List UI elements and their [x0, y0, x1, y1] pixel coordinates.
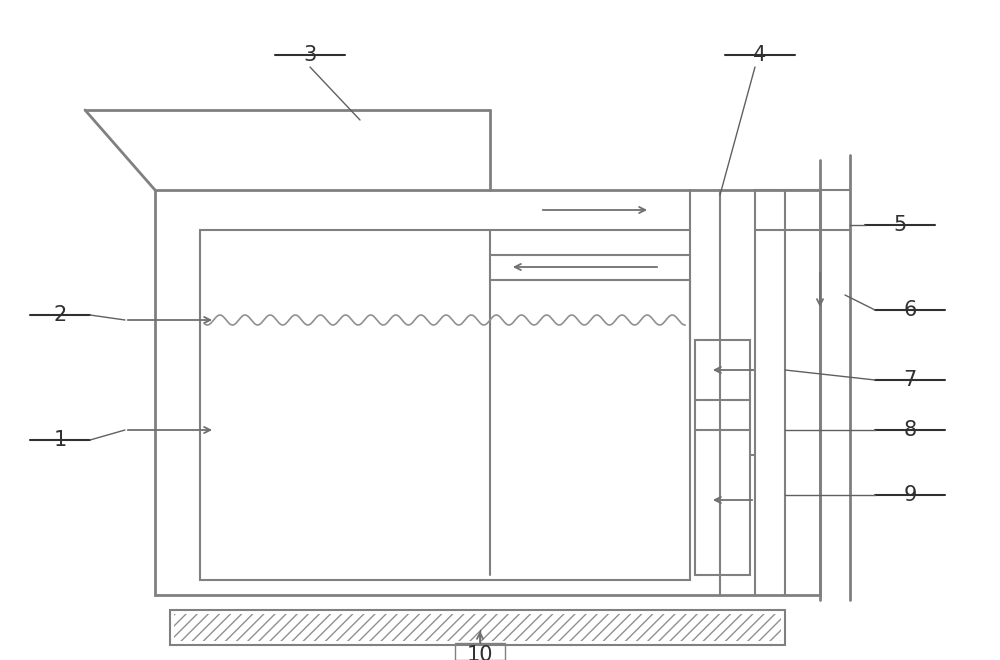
Text: 4: 4: [753, 45, 767, 65]
Text: 1: 1: [53, 430, 67, 450]
Bar: [200, 230, 690, 580]
Text: 10: 10: [467, 645, 493, 660]
Bar: [155, 190, 820, 595]
Text: 2: 2: [53, 305, 67, 325]
Bar: [695, 340, 750, 400]
Bar: [455, 643, 505, 660]
Text: 8: 8: [903, 420, 917, 440]
Text: 5: 5: [893, 215, 907, 235]
Bar: [170, 610, 785, 645]
Text: 6: 6: [903, 300, 917, 320]
Text: 3: 3: [303, 45, 317, 65]
Text: 7: 7: [903, 370, 917, 390]
Text: 9: 9: [903, 485, 917, 505]
Bar: [695, 430, 750, 575]
Bar: [174, 614, 781, 641]
